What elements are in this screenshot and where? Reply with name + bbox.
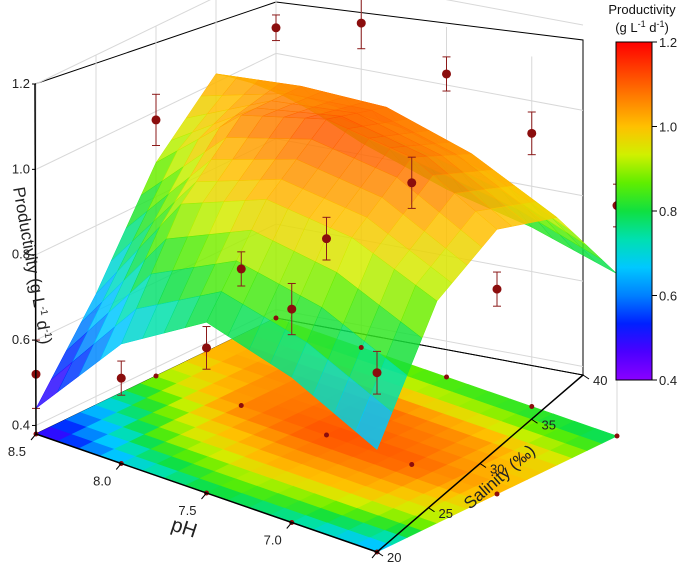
ph-tick-mark	[286, 522, 293, 529]
floor-point-projection	[358, 345, 364, 350]
ph-tick-label: 8.5	[8, 444, 26, 459]
data-point	[407, 178, 417, 188]
salinity-tick-mark	[376, 551, 384, 557]
salinity-tick-label: 30	[490, 462, 504, 477]
z-tick-label: 0.8	[12, 247, 30, 262]
salinity-tick-mark	[582, 374, 590, 380]
z-tick-label: 0.6	[12, 332, 30, 347]
data-point	[322, 234, 331, 244]
z-tick-label: 1.2	[12, 76, 30, 91]
floor-point-projection	[324, 432, 329, 438]
data-point	[151, 115, 161, 125]
colorbar-tick-label: 1.0	[659, 120, 677, 135]
colorbar-tick-label: 1.2	[659, 35, 677, 50]
salinity-tick-label: 20	[387, 550, 401, 563]
gridline-right-wall	[445, 0, 584, 26]
data-point	[287, 304, 297, 314]
ph-tick-label: 7.5	[178, 503, 196, 518]
colorbar-ticks: 1.2 1.0 0.8 0.6 0.4	[652, 35, 677, 388]
surface-cell	[355, 394, 393, 450]
tick-labels: 0.40.60.81.01.28.58.07.57.06.52025303540	[8, 76, 608, 563]
salinity-tick-label: 35	[542, 417, 556, 432]
colorbar-tick-label: 0.6	[659, 289, 677, 304]
ph-tick-mark	[115, 463, 122, 470]
ph-axis-title: pH	[168, 514, 199, 543]
colorbar-tick-label: 0.8	[659, 204, 677, 219]
floor-point-projection	[614, 433, 620, 439]
colorbar-tick-label: 0.4	[659, 373, 677, 388]
floor-point-projection	[444, 374, 449, 380]
data-point	[236, 264, 246, 274]
floor-point-projection	[409, 462, 415, 467]
floor-point-projection	[153, 373, 159, 379]
z-tick-label: 0.4	[12, 417, 30, 432]
colorbar	[615, 41, 653, 381]
data-point	[116, 373, 126, 383]
z-axis-line	[34, 83, 37, 435]
colorbar-legend: Productivity (g L-1 d-1) 1.2 1.0 0.8 0.6 0.4	[608, 2, 677, 388]
data-point	[356, 18, 366, 28]
salinity-tick-label: 25	[439, 506, 453, 521]
data-point	[527, 128, 537, 138]
data-point	[202, 343, 211, 353]
surface-plot	[35, 73, 618, 450]
data-point	[492, 284, 502, 294]
ph-tick-mark	[371, 551, 378, 559]
floor-point-projection	[494, 491, 500, 497]
floor-point-projection	[238, 403, 244, 408]
data-point	[442, 69, 451, 79]
data-point	[372, 368, 382, 378]
salinity-tick-label: 40	[593, 373, 607, 388]
ph-tick-mark	[30, 433, 37, 441]
salinity-tick-mark	[479, 463, 487, 468]
ph-tick-label: 7.0	[264, 533, 282, 548]
floor-point-projection	[273, 315, 279, 321]
data-point	[271, 23, 281, 33]
z-tick-label: 1.0	[12, 161, 30, 176]
floor-point-projection	[529, 404, 535, 409]
ph-tick-label: 8.0	[93, 474, 111, 489]
legend-title-line1: Productivity	[608, 2, 676, 17]
salinity-tick-mark	[531, 418, 538, 424]
salinity-tick-mark	[428, 507, 435, 513]
surface-cell	[580, 246, 618, 275]
ph-tick-mark	[201, 492, 207, 500]
legend-title-line2: (g L-1 d-1)	[615, 19, 669, 35]
